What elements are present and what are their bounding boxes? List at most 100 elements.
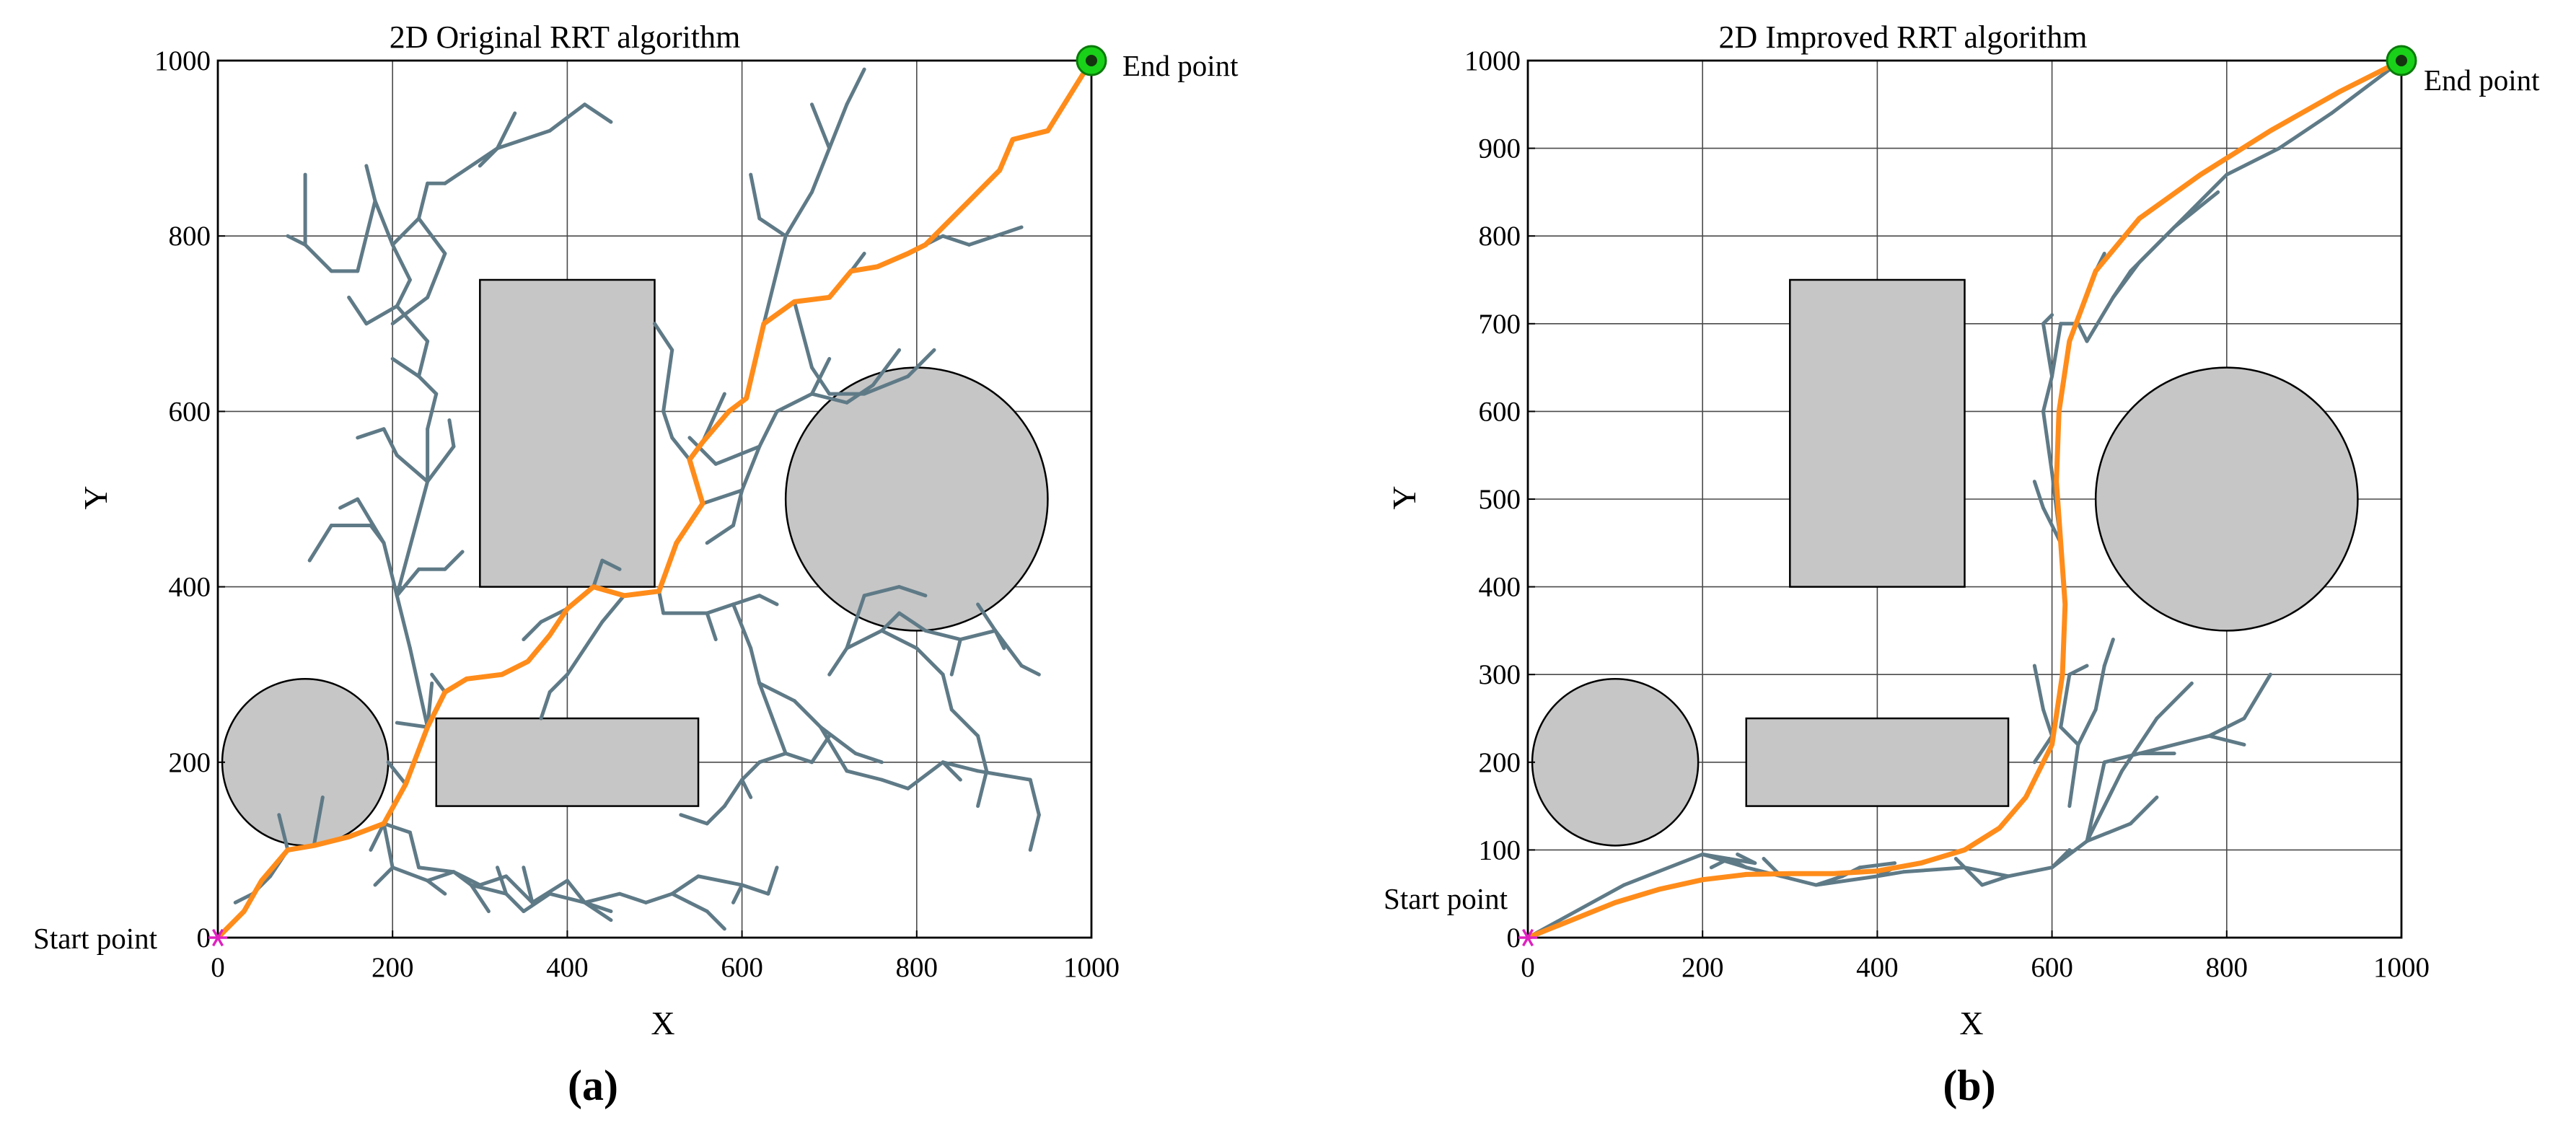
tree-branch xyxy=(395,304,430,343)
tree-branch xyxy=(426,870,456,883)
tree-branch xyxy=(382,822,412,834)
tree-branch xyxy=(408,646,430,729)
x-tick-label: 600 xyxy=(2031,952,2073,983)
tree-branch xyxy=(2041,409,2054,475)
tree-branch xyxy=(749,646,762,685)
tree-branch xyxy=(1779,874,1819,887)
tree-branch xyxy=(722,778,744,809)
tree-branch xyxy=(312,795,325,847)
tree-branch xyxy=(2076,708,2098,747)
tree-branch xyxy=(670,874,700,896)
y-tick-label: 1000 xyxy=(154,45,211,76)
y-tick-label: 600 xyxy=(1479,396,1521,427)
tree-branch xyxy=(496,128,552,151)
y-tick-label: 200 xyxy=(1479,747,1521,778)
tree-branch xyxy=(2155,681,2194,721)
tree-branch xyxy=(1028,813,1041,852)
tree-branch xyxy=(307,523,333,563)
tree-branch xyxy=(845,769,884,782)
tree-branch xyxy=(949,708,980,738)
tree-branch xyxy=(1622,852,1705,887)
tree-branch xyxy=(827,646,849,677)
tree-branch xyxy=(395,721,430,729)
tree-branch xyxy=(2059,725,2080,747)
y-tick-label: 500 xyxy=(1479,484,1521,515)
tree-branch xyxy=(426,444,456,484)
tree-branch xyxy=(731,883,744,904)
tree-branch xyxy=(809,356,832,396)
tree-branch xyxy=(731,594,762,607)
tree-branch xyxy=(430,672,447,695)
tree-branch xyxy=(757,681,788,756)
tree-branch xyxy=(670,436,692,462)
tree-branch xyxy=(522,620,543,642)
path-line xyxy=(1525,58,2404,941)
tree-branch xyxy=(426,392,439,431)
chart-title: 2D Original RRT algorithm xyxy=(390,19,741,55)
tree-branch xyxy=(1736,852,1757,866)
tree-branch xyxy=(941,760,980,773)
tree-branch xyxy=(1814,874,1845,887)
tree-branch xyxy=(731,602,753,651)
tree-branch xyxy=(2085,295,2115,343)
tree-branch xyxy=(2189,172,2229,212)
search-tree xyxy=(233,67,1041,931)
obstacle-rect xyxy=(1789,278,1966,588)
tree-branch xyxy=(443,550,465,571)
end-point-marker-core xyxy=(1086,55,1097,66)
x-tick-label: 0 xyxy=(1521,952,1535,983)
tree-branch xyxy=(364,304,399,326)
y-tick-label: 300 xyxy=(1479,659,1521,690)
tree-branch xyxy=(2032,480,2045,510)
tree-branch xyxy=(1814,874,1879,887)
tree-branch xyxy=(871,348,902,387)
planned-path xyxy=(1525,58,2404,941)
end-point-marker-core xyxy=(2396,55,2407,66)
tree-branch xyxy=(757,594,779,607)
tree-branch xyxy=(809,366,832,396)
y-tick-label: 400 xyxy=(1479,572,1521,603)
tree-branch xyxy=(496,866,509,896)
y-tick-label: 800 xyxy=(1479,221,1521,252)
tree-branch xyxy=(762,269,779,326)
tree-branch xyxy=(583,900,613,922)
tree-branch xyxy=(390,356,421,379)
tree-branch xyxy=(2329,84,2369,115)
tree-branch xyxy=(2102,638,2115,668)
tree-branch xyxy=(469,883,509,896)
tree-branch xyxy=(757,681,796,703)
tree-branch xyxy=(897,585,928,598)
tree-branch xyxy=(679,813,709,826)
chart-title: 2D Improved RRT algorithm xyxy=(1718,19,2087,55)
y-tick-label: 900 xyxy=(1479,133,1521,164)
tree-branch xyxy=(426,878,447,896)
tree-branch xyxy=(382,427,399,457)
x-tick-label: 400 xyxy=(546,952,589,983)
tree-branch xyxy=(657,589,666,615)
panel-label-a: (a) xyxy=(568,1062,618,1109)
tree-branch xyxy=(443,146,500,185)
tree-branch xyxy=(949,638,962,677)
tree-branch xyxy=(369,822,386,852)
tree-branch xyxy=(705,523,735,545)
tree-branch xyxy=(469,883,491,914)
tree-branch xyxy=(447,418,456,449)
tree-branch xyxy=(286,234,307,247)
y-tick-label: 400 xyxy=(169,572,211,603)
y-axis-label: Y xyxy=(1386,485,1423,509)
tree-branch xyxy=(976,602,998,633)
tree-branch xyxy=(757,752,788,765)
tree-branch xyxy=(993,225,1024,238)
tree-branch xyxy=(809,146,832,194)
tree-branch xyxy=(417,374,439,396)
tree-branch xyxy=(565,646,587,677)
tree-branch xyxy=(233,891,255,904)
obstacle-rect xyxy=(435,717,700,807)
tree-branch xyxy=(819,725,849,773)
tree-branch xyxy=(2059,672,2072,729)
x-tick-label: 1000 xyxy=(2373,952,2430,983)
tree-branch xyxy=(408,830,421,870)
tree-branch xyxy=(2242,672,2272,721)
tree-branch xyxy=(809,102,832,151)
